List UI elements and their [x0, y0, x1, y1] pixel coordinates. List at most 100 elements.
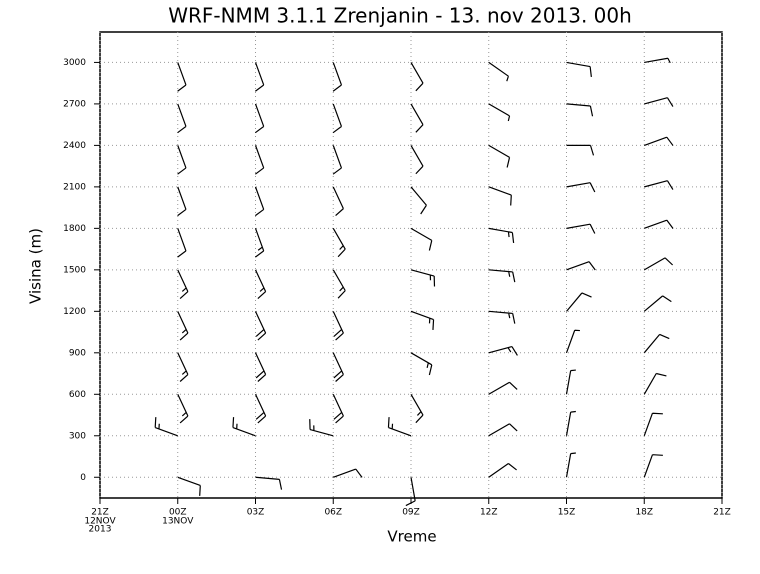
y-tick-label: 0 [80, 473, 86, 483]
wind-barb [410, 62, 424, 92]
wind-barb [488, 186, 512, 206]
wind-barb [565, 452, 576, 478]
wind-barb [643, 412, 663, 436]
wind-barb [410, 269, 436, 287]
wind-barb [565, 410, 576, 436]
wind-barb [488, 381, 518, 395]
wind-barb [332, 394, 344, 424]
wind-barb [309, 419, 334, 437]
y-tick-label: 600 [69, 390, 86, 400]
wind-barb [488, 423, 518, 437]
x-tick-label: 00Z [169, 508, 187, 518]
y-tick-label: 3000 [63, 58, 86, 68]
wind-barb [177, 311, 189, 341]
y-tick-label: 1500 [63, 265, 86, 275]
wind-barb [332, 228, 346, 258]
wind-barb [566, 103, 594, 117]
y-tick-label: 1200 [63, 307, 86, 317]
wind-barb [410, 393, 424, 424]
wind-barb [566, 261, 596, 271]
wind-barb [644, 219, 674, 229]
wind-barb [254, 103, 265, 134]
wind-barb [643, 257, 674, 271]
wind-barb [644, 97, 674, 107]
wind-barb [177, 394, 189, 424]
wind-barb [387, 417, 412, 437]
wind-barb [410, 227, 433, 251]
wind-barb [566, 292, 592, 312]
x-tick-label: 21Z [713, 508, 731, 518]
wind-barb [332, 269, 346, 299]
wind-barb [255, 476, 283, 490]
wind-barb [177, 186, 187, 217]
y-tick-label: 300 [69, 431, 86, 441]
chart-title: WRF-NMM 3.1.1 Zrenjanin - 13. nov 2013. … [168, 4, 632, 28]
wind-barb [643, 295, 672, 312]
wind-barb [488, 310, 516, 324]
y-tick-label: 2100 [63, 182, 86, 192]
wind-barb [488, 227, 515, 243]
wind-barb [488, 144, 511, 168]
wind-barb [410, 352, 433, 376]
wind-barb [254, 269, 267, 299]
wind-barb [232, 417, 256, 437]
wind-barb [333, 468, 363, 478]
wind-barb [488, 346, 518, 356]
wind-barb [254, 311, 267, 341]
wind-barb [254, 228, 265, 258]
wind-barb [332, 352, 344, 382]
wind-barb [488, 61, 509, 82]
wind-barb [332, 103, 343, 134]
wind-barb [566, 61, 592, 78]
wind-barb [254, 394, 267, 424]
wind-barb [643, 454, 663, 478]
x-tick-label: 03Z [247, 508, 265, 518]
x-tick-label: 18Z [635, 508, 653, 518]
wind-barb [177, 228, 187, 258]
y-tick-label: 2700 [63, 99, 86, 109]
wind-barb [332, 145, 343, 175]
wind-barb [177, 103, 187, 134]
wind-barb [154, 417, 178, 437]
wind-barb [488, 463, 517, 478]
wind-barb [566, 144, 595, 156]
wind-barb [643, 372, 667, 395]
wind-barb [566, 223, 596, 234]
x-tick-label: 06Z [324, 508, 342, 518]
x-tick-label: 09Z [402, 508, 420, 518]
wind-barb [410, 103, 424, 133]
wind-barb [565, 369, 576, 395]
x-tick-label: 15Z [558, 508, 576, 518]
wind-barb [488, 269, 516, 283]
x-tick-label: 12Z [480, 508, 498, 518]
wind-barb [177, 476, 201, 496]
wind-barb [410, 310, 435, 330]
wind-barb [410, 186, 427, 215]
wind-barb [332, 311, 344, 341]
wind-barb [410, 145, 424, 175]
wind-barb [254, 352, 267, 382]
wind-barb [177, 269, 189, 299]
wind-barb [254, 186, 265, 217]
y-tick-label: 2400 [63, 141, 86, 151]
wind-barb [177, 352, 189, 382]
wind-barb [644, 57, 671, 64]
wind-barb [177, 145, 187, 175]
wind-barb [643, 333, 670, 354]
y-tick-label: 1800 [63, 224, 86, 234]
wind-barb [254, 145, 265, 175]
wind-barb [644, 136, 674, 146]
wind-barb [644, 180, 674, 190]
wind-barb [332, 62, 343, 92]
wind-barb [332, 186, 344, 217]
wind-barb [254, 62, 265, 92]
y-axis-label: Visina (m) [27, 228, 45, 304]
x-tick-sublabel: 13NOV [162, 517, 194, 527]
wind-barb [565, 329, 580, 354]
x-tick-sublabel: 12NOV [84, 517, 116, 527]
wind-barb [405, 477, 416, 507]
wind-barb [566, 182, 596, 193]
wind-barb [488, 103, 511, 122]
x-tick-label: 21Z [91, 508, 109, 518]
